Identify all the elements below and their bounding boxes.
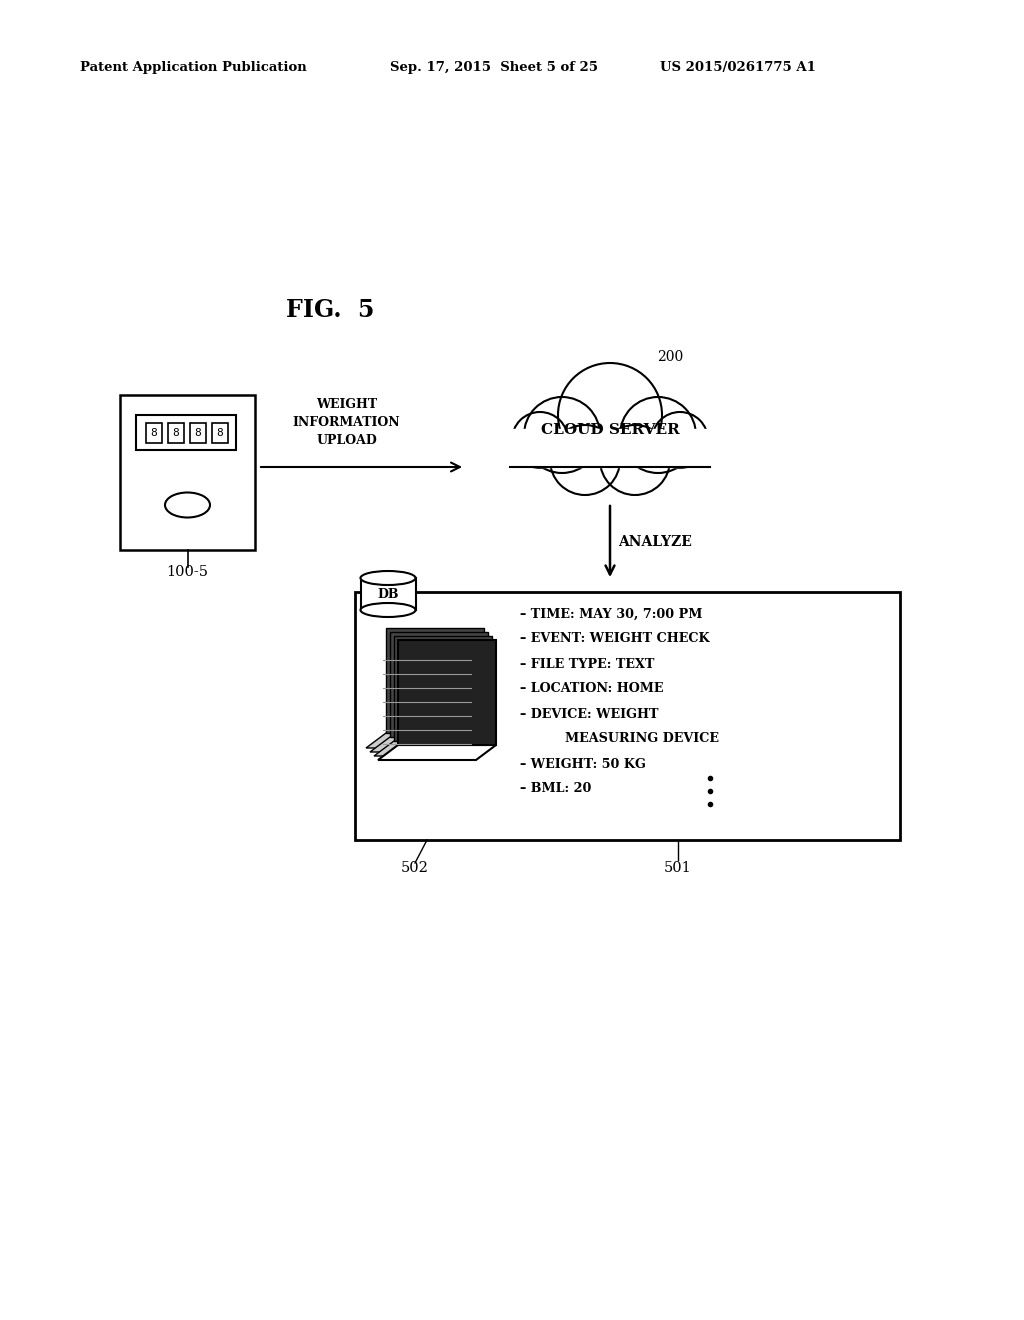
Text: 200: 200 (656, 350, 683, 364)
Bar (505, 429, 715, 467)
Text: – LOCATION: HOME: – LOCATION: HOME (520, 682, 664, 696)
Ellipse shape (360, 603, 416, 616)
Polygon shape (386, 628, 484, 733)
Circle shape (652, 412, 708, 469)
Circle shape (512, 412, 568, 469)
Polygon shape (398, 640, 496, 744)
Text: 100-5: 100-5 (167, 565, 209, 579)
Circle shape (558, 363, 662, 467)
Polygon shape (394, 636, 492, 741)
Ellipse shape (165, 492, 210, 517)
Text: MEASURING DEVICE: MEASURING DEVICE (520, 733, 719, 746)
Text: FIG.  5: FIG. 5 (286, 298, 374, 322)
Bar (168, 422, 184, 442)
Bar (190, 422, 206, 442)
Text: CLOUD SERVER: CLOUD SERVER (541, 422, 679, 437)
Text: WEIGHT
INFORMATION
UPLOAD: WEIGHT INFORMATION UPLOAD (293, 397, 400, 446)
Polygon shape (370, 737, 488, 752)
Text: ANALYZE: ANALYZE (618, 535, 692, 549)
Text: 8: 8 (217, 428, 223, 437)
Text: – WEIGHT: 50 KG: – WEIGHT: 50 KG (520, 758, 646, 771)
Text: 8: 8 (173, 428, 179, 437)
Text: – EVENT: WEIGHT CHECK: – EVENT: WEIGHT CHECK (520, 632, 710, 645)
Bar (120, 395, 255, 550)
Text: – TIME: MAY 30, 7:00 PM: – TIME: MAY 30, 7:00 PM (520, 607, 702, 620)
Text: DB: DB (377, 587, 398, 601)
Text: 501: 501 (664, 861, 691, 875)
Polygon shape (390, 632, 488, 737)
Bar (212, 422, 228, 442)
Polygon shape (378, 744, 496, 760)
Bar (355, 591, 900, 840)
Circle shape (600, 425, 670, 495)
Ellipse shape (360, 572, 416, 585)
Text: Patent Application Publication: Patent Application Publication (80, 62, 307, 74)
Circle shape (524, 397, 600, 473)
Text: – BML: 20: – BML: 20 (520, 783, 592, 796)
Circle shape (620, 397, 696, 473)
Text: – DEVICE: WEIGHT: – DEVICE: WEIGHT (520, 708, 658, 721)
Text: – FILE TYPE: TEXT: – FILE TYPE: TEXT (520, 657, 654, 671)
Text: Sep. 17, 2015  Sheet 5 of 25: Sep. 17, 2015 Sheet 5 of 25 (390, 62, 598, 74)
Bar (146, 422, 162, 442)
Bar (360, 578, 416, 610)
Circle shape (550, 425, 620, 495)
Text: 502: 502 (401, 861, 429, 875)
Text: US 2015/0261775 A1: US 2015/0261775 A1 (660, 62, 816, 74)
Bar (136, 414, 236, 450)
Polygon shape (366, 733, 484, 748)
Text: 8: 8 (195, 428, 202, 437)
Polygon shape (374, 741, 492, 756)
Text: 8: 8 (151, 428, 158, 437)
